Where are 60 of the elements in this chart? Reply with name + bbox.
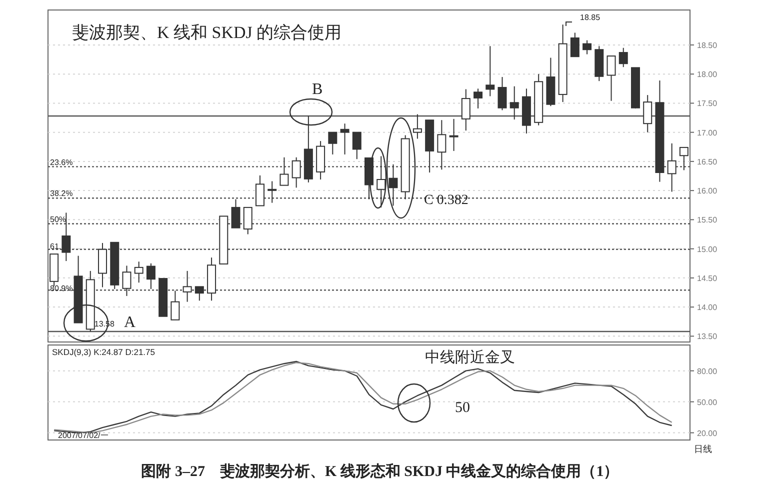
annotation: C 0.382 — [424, 193, 468, 208]
chart-title: SKDJ(9,3) K:24.87 D:21.75 — [52, 347, 156, 357]
y-tick-label: 18.00 — [697, 70, 718, 80]
y-tick-label: 16.50 — [697, 157, 718, 166]
y-tick-label: 16.00 — [697, 186, 718, 196]
candlestick — [280, 156, 289, 186]
candlestick — [182, 270, 192, 302]
y-tick-label: 50.00 — [697, 398, 718, 407]
y-tick-label: 13.50 — [697, 332, 718, 342]
candlestick — [352, 132, 362, 160]
candlestick — [231, 198, 240, 228]
candlestick — [570, 32, 580, 58]
candlestick — [122, 265, 132, 296]
annotation: 18.85 — [580, 13, 601, 22]
y-tick-label: 20.00 — [697, 428, 718, 438]
y-tick-label: 80.00 — [697, 366, 718, 376]
y-tick-label: 17.00 — [697, 128, 718, 138]
annotation: 2007/07/02/一 — [58, 431, 108, 440]
y-tick-label: 14.00 — [697, 303, 718, 312]
candlestick — [474, 88, 483, 109]
candlestick — [643, 94, 652, 133]
candlestick — [255, 174, 264, 206]
candlestick — [510, 86, 519, 120]
annotation: A — [124, 314, 136, 331]
annotation: 23.6% — [50, 158, 73, 167]
annotation: 38.2% — [50, 189, 73, 198]
y-tick-label: 15.50 — [697, 216, 718, 225]
candlestick — [437, 120, 446, 170]
annotation: 50 — [455, 400, 470, 416]
candlestick — [461, 88, 470, 132]
y-tick-label: 18.50 — [697, 40, 718, 50]
annotation: B — [312, 81, 323, 98]
candlestick — [146, 262, 156, 290]
candlestick — [328, 132, 338, 155]
candlestick — [582, 40, 592, 55]
y-tick-label: 14.50 — [697, 274, 718, 283]
candlestick — [98, 242, 108, 288]
text: 斐波那契、K 线和 SKDJ 的综合使用 — [72, 23, 342, 42]
candlestick — [606, 56, 616, 102]
candlestick — [667, 142, 676, 192]
y-tick-label: 17.50 — [697, 99, 718, 108]
annotation: 61. — [50, 242, 62, 251]
candlestick — [268, 180, 277, 204]
candlestick — [134, 261, 144, 284]
candlestick — [618, 47, 628, 68]
candlestick — [486, 46, 495, 97]
candlestick — [243, 206, 252, 235]
annotation: 80.9% — [50, 284, 73, 293]
text: 日线 — [694, 444, 712, 454]
candlestick — [679, 146, 688, 171]
candlestick — [449, 118, 458, 152]
candlestick — [292, 156, 301, 188]
candlestick — [388, 164, 398, 206]
annotation: 中线附近金叉 — [425, 349, 515, 366]
y-tick-label: 15.00 — [697, 244, 718, 254]
candlestick — [170, 290, 180, 320]
candlestick — [498, 76, 507, 111]
candlestick — [340, 123, 350, 155]
text: 图附 3–27 斐波那契分析、K 线形态和 SKDJ 中线金叉的综合使用（1） — [141, 463, 619, 480]
candlestick — [194, 286, 204, 302]
